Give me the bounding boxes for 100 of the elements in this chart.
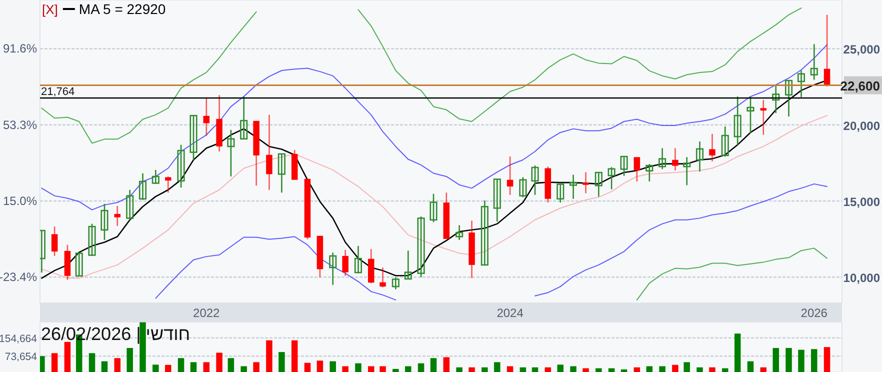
bar [760, 367, 766, 372]
bar [216, 352, 222, 372]
candlestick [404, 250, 412, 280]
candlestick [227, 129, 235, 178]
bar [51, 353, 58, 372]
bar [456, 367, 462, 372]
candlestick [696, 140, 704, 172]
bar [64, 342, 71, 372]
bar [152, 364, 159, 372]
bar [596, 368, 602, 372]
x-tick-label: 2024 [496, 306, 524, 320]
bar [101, 361, 108, 372]
candlestick [177, 144, 185, 188]
bar [40, 356, 45, 372]
bar [520, 367, 526, 372]
candlestick [646, 163, 654, 182]
bar [392, 368, 399, 372]
y2-tick-label: 53.3% [2, 118, 38, 132]
bar [368, 366, 374, 372]
bar [824, 347, 830, 372]
candlestick [608, 166, 616, 190]
bar [620, 369, 628, 372]
y-tick-label: 25,000 [843, 42, 880, 57]
bar [443, 357, 450, 372]
bar [722, 368, 728, 372]
bar [734, 334, 741, 372]
bar [772, 348, 779, 372]
candlestick [329, 252, 337, 286]
candlestick [493, 178, 501, 222]
bar [709, 367, 716, 372]
candlestick [126, 189, 134, 221]
bar [291, 340, 298, 372]
candlestick [100, 203, 108, 241]
bar [114, 358, 120, 372]
candlestick [746, 96, 754, 134]
candlestick [240, 96, 248, 140]
bar [468, 367, 475, 372]
bar [811, 349, 818, 372]
bar [747, 361, 754, 372]
candlestick [570, 174, 578, 200]
candlestick [354, 245, 362, 274]
bar [203, 362, 210, 372]
candlestick [683, 156, 691, 186]
bar [240, 366, 247, 372]
bar [582, 368, 589, 372]
bar [266, 340, 272, 372]
bar [355, 363, 362, 372]
candlestick [480, 200, 488, 266]
candlestick [784, 80, 793, 118]
bar [178, 358, 184, 372]
bar [494, 362, 500, 372]
bar [330, 361, 336, 372]
bar [608, 368, 615, 372]
bar [482, 367, 488, 372]
bar [532, 367, 538, 372]
candlestick [190, 114, 198, 161]
x-tick-label: 2026 [800, 306, 828, 320]
legend-label: MA 5 = 22920 [78, 1, 166, 17]
line-series [41, 115, 828, 279]
candlestick [417, 216, 425, 278]
candlestick [152, 169, 160, 185]
candlestick [430, 193, 438, 223]
bar [557, 364, 564, 372]
bar [570, 366, 576, 372]
bar [798, 350, 804, 372]
bar [278, 352, 285, 372]
bar [659, 366, 666, 372]
annotation: [X] [42, 2, 58, 17]
candlestick [75, 252, 83, 278]
candlestick [810, 44, 818, 80]
text: חודשי | 26/02/2026 [41, 324, 190, 344]
candlestick [88, 223, 96, 257]
bar [140, 322, 146, 372]
bar [634, 367, 640, 372]
bar [684, 362, 690, 372]
candlestick [620, 156, 628, 177]
bar [672, 364, 678, 372]
bar [646, 366, 653, 372]
candlestick [138, 172, 147, 201]
y-tick-label: 10,000 [843, 271, 880, 286]
bar [430, 358, 437, 372]
candlestick [721, 126, 729, 158]
bar [696, 367, 703, 372]
candlestick [594, 172, 602, 198]
bar [342, 366, 348, 372]
candlestick [658, 148, 666, 170]
y-tick-label: 15,000 [843, 194, 880, 209]
candlestick [772, 84, 780, 114]
bar [126, 348, 133, 372]
y-tick-label: 73,654 [4, 351, 38, 364]
ref-line-label: 21,764 [41, 86, 75, 98]
bar [544, 367, 552, 372]
bar [304, 362, 311, 372]
candlestick [531, 164, 539, 196]
bar [165, 364, 172, 372]
bar [316, 360, 324, 372]
candlestick [456, 224, 464, 241]
y-tick-label: 20,000 [843, 118, 880, 133]
bar [253, 362, 260, 372]
y2-tick-label: 91.6% [2, 42, 38, 56]
